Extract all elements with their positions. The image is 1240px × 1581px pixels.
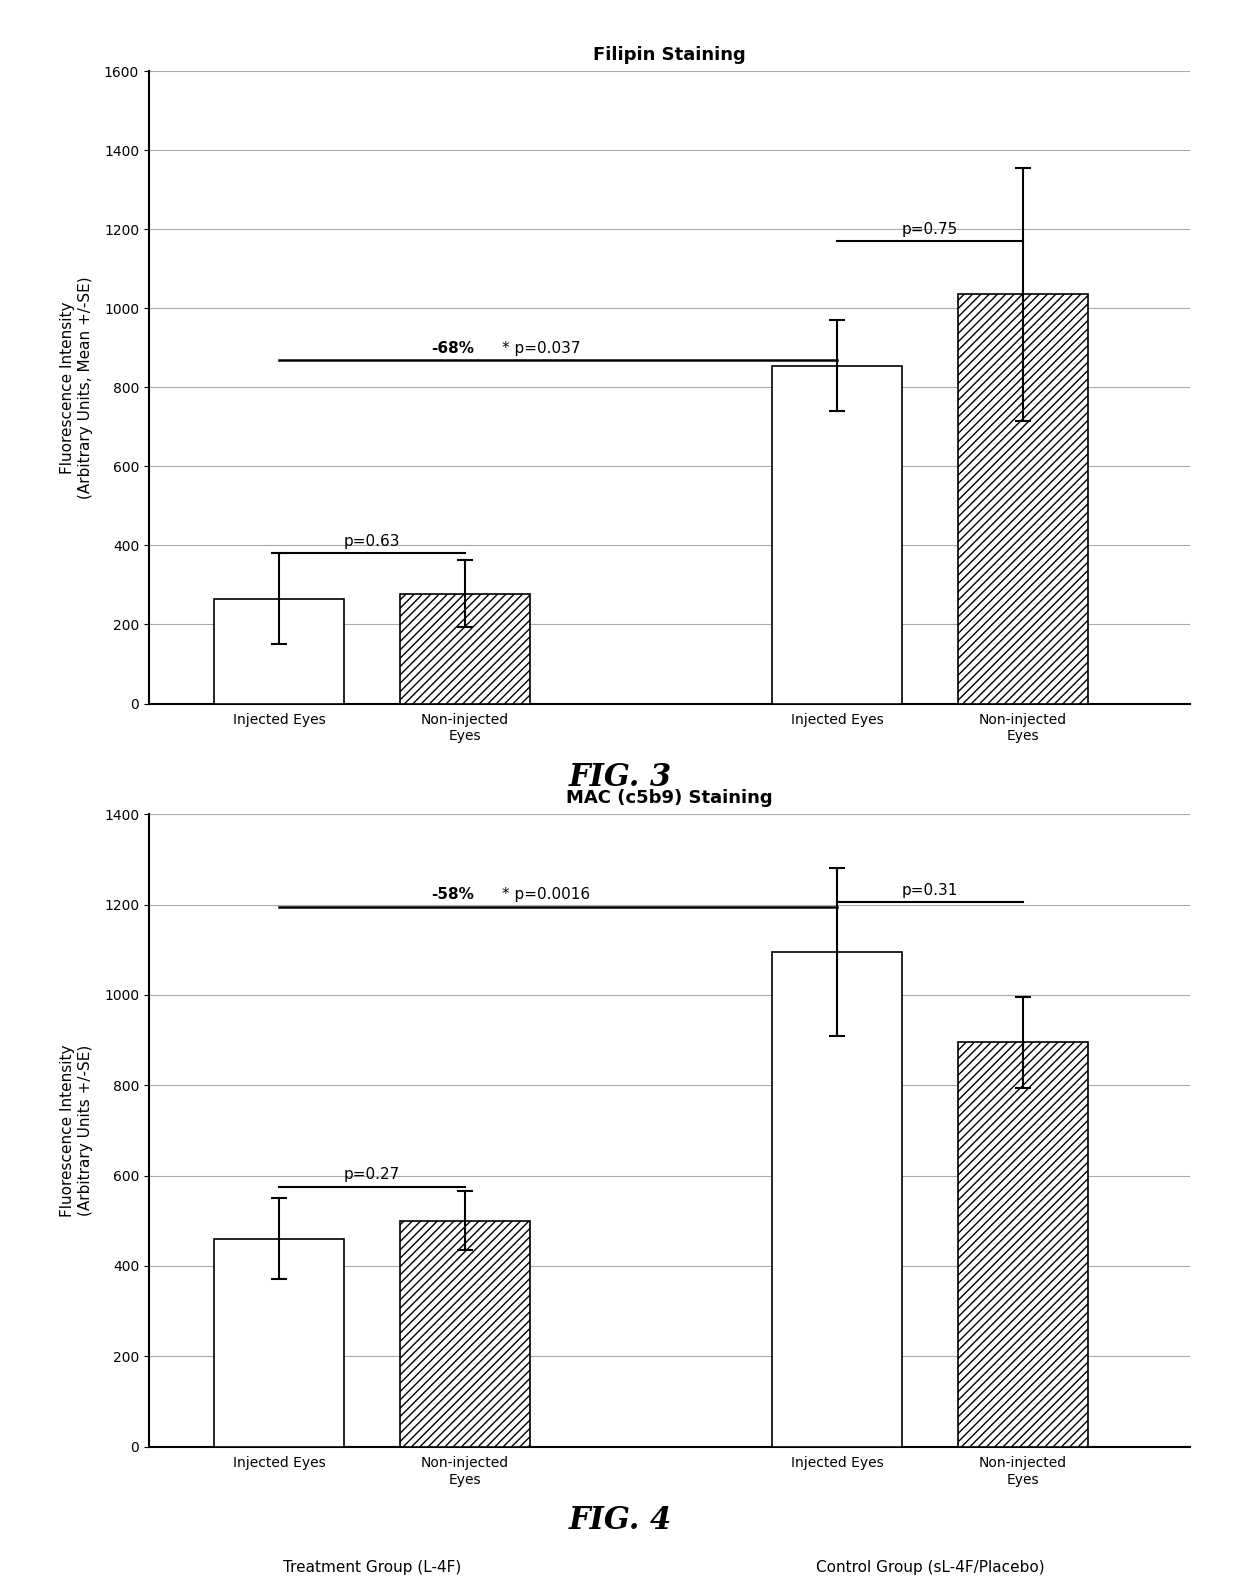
Text: FIG. 3: FIG. 3 (568, 762, 672, 794)
Text: p=0.63: p=0.63 (343, 534, 401, 550)
Text: Treatment Group (L-4F): Treatment Group (L-4F) (283, 1560, 461, 1575)
Bar (957, 1042, 1089, 1447)
Text: -68%: -68% (432, 341, 475, 356)
Y-axis label: Fluorescence Intensity
(Arbitrary Units, Mean +/-SE): Fluorescence Intensity (Arbitrary Units,… (61, 277, 93, 498)
Bar (399, 1221, 529, 1447)
Bar (771, 365, 903, 704)
Text: * p=0.037: * p=0.037 (502, 341, 580, 356)
Text: p=0.75: p=0.75 (901, 223, 959, 237)
Bar (213, 1240, 343, 1447)
Title: Filipin Staining: Filipin Staining (593, 46, 746, 65)
Text: -58%: -58% (432, 887, 475, 903)
Bar (957, 294, 1089, 704)
Text: p=0.31: p=0.31 (901, 882, 959, 898)
Text: FIG. 4: FIG. 4 (568, 1505, 672, 1537)
Bar (771, 952, 903, 1447)
Text: Control Group (sL-4F/Placebo): Control Group (sL-4F/Placebo) (816, 1560, 1044, 1575)
Bar (213, 599, 343, 704)
Text: Control Group (sL-4F/Placebo): Control Group (sL-4F/Placebo) (816, 817, 1044, 832)
Text: * p=0.0016: * p=0.0016 (502, 887, 590, 903)
Title: MAC (c5b9) Staining: MAC (c5b9) Staining (567, 789, 773, 808)
Bar (399, 593, 529, 704)
Text: Treatment Group (L-4F): Treatment Group (L-4F) (283, 817, 461, 832)
Text: p=0.27: p=0.27 (343, 1167, 401, 1183)
Y-axis label: Fluorescence Intensity
(Arbitrary Units +/-SE): Fluorescence Intensity (Arbitrary Units … (61, 1043, 93, 1217)
